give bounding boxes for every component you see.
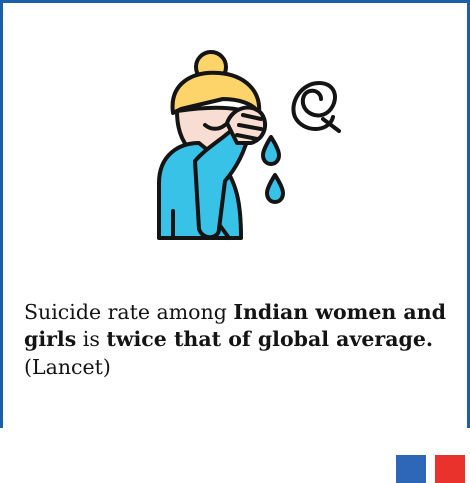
statement-highlight-rate: twice that of global average. bbox=[106, 327, 434, 352]
statement-source: (Lancet) bbox=[24, 354, 111, 379]
border-corner bbox=[467, 425, 470, 428]
crying-woman-icon bbox=[157, 50, 341, 240]
statistic-text: Suicide rate among Indian women and girl… bbox=[24, 299, 454, 381]
statement-highlight-group: Indian women and girls bbox=[24, 300, 446, 352]
statement-part3: is bbox=[76, 327, 107, 352]
accent-blue-block bbox=[396, 455, 426, 483]
info-card: Suicide rate among Indian women and girl… bbox=[0, 0, 470, 428]
statement-part1: Suicide rate among bbox=[24, 300, 234, 324]
accent-red-block bbox=[435, 455, 465, 483]
